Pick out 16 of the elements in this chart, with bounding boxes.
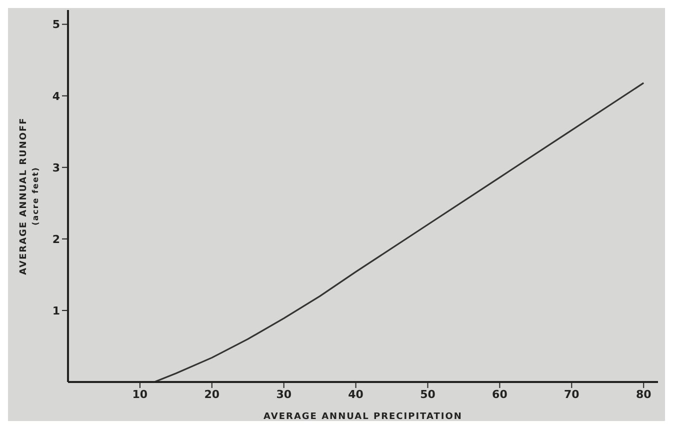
x-tick-label: 40 <box>348 388 364 401</box>
x-tick-label: 50 <box>420 388 436 401</box>
x-axis-title: AVERAGE ANNUAL PRECIPITATION <box>264 412 462 422</box>
y-axis-title: AVERAGE ANNUAL RUNOFF (acre feet) <box>19 117 40 275</box>
y-tick-label: 3 <box>52 161 60 174</box>
x-tick-label: 70 <box>564 388 580 401</box>
x-tick-label: 20 <box>204 388 220 401</box>
x-tick-label: 30 <box>276 388 292 401</box>
y-tick-label: 5 <box>52 18 60 32</box>
x-tick-label: 10 <box>132 388 148 401</box>
y-tick-label: 4 <box>52 90 60 103</box>
y-tick-label: 1 <box>52 304 60 318</box>
x-tick-label: 80 <box>636 388 652 401</box>
line-series <box>154 82 644 382</box>
y-tick-label: 2 <box>52 232 60 246</box>
x-tick-label: 60 <box>492 388 508 401</box>
